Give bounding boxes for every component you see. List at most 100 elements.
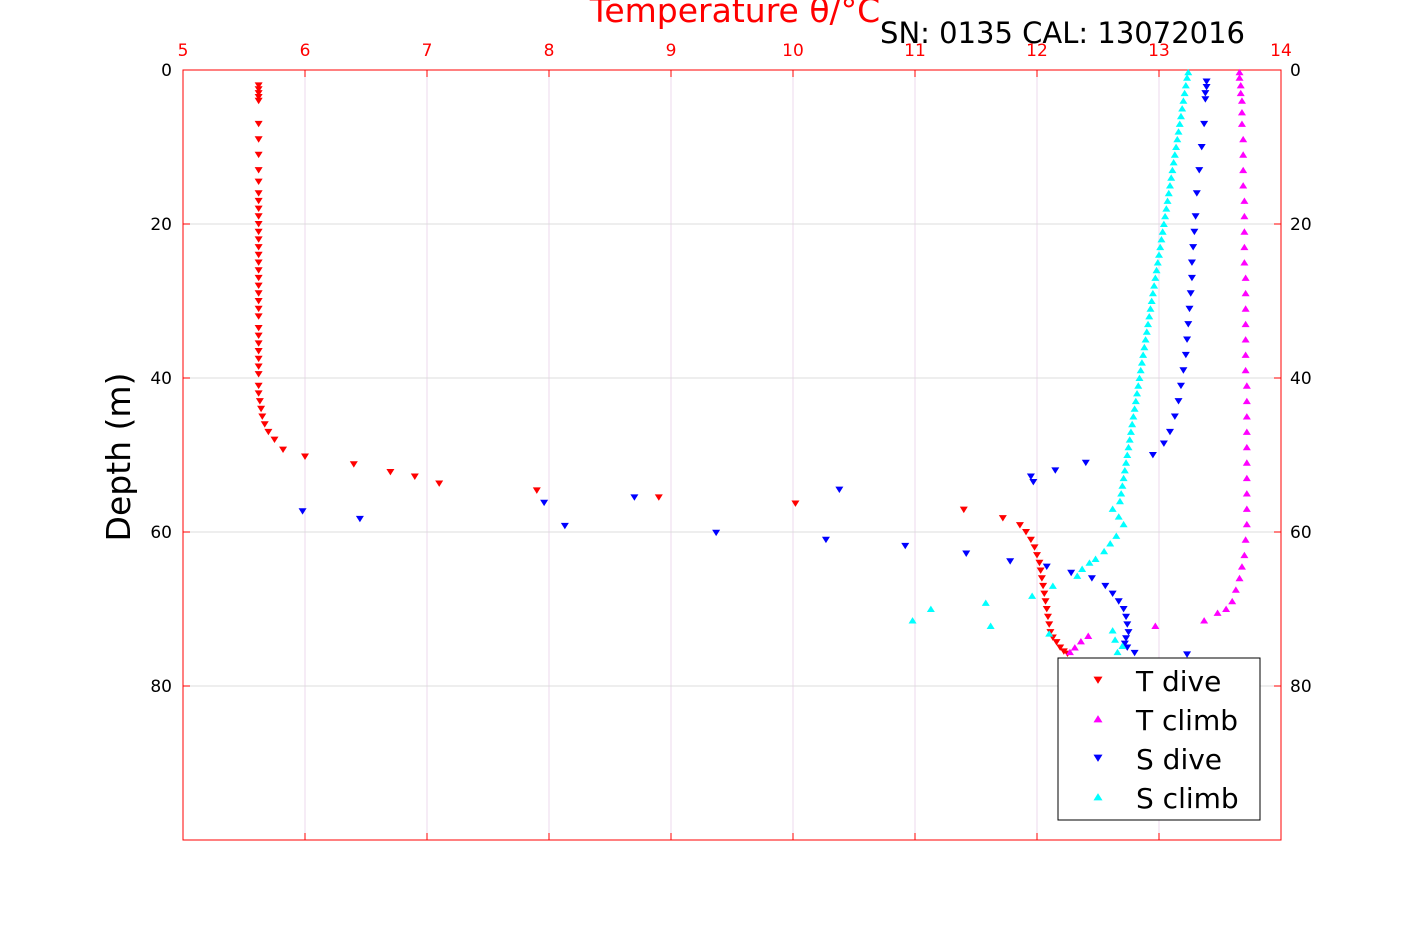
data-point: [1126, 428, 1135, 435]
data-point: [254, 82, 263, 89]
data-point: [1006, 558, 1015, 565]
data-point: [1242, 397, 1251, 405]
y-tick-label-left: 80: [150, 677, 172, 697]
data-point: [1120, 640, 1129, 648]
data-point: [254, 190, 263, 197]
data-point: [1235, 68, 1244, 76]
data-point: [1201, 96, 1210, 103]
data-point: [254, 167, 263, 174]
data-point: [962, 550, 971, 557]
data-point: [1115, 497, 1124, 505]
data-point: [1239, 166, 1248, 174]
data-point: [1119, 474, 1128, 482]
series-t-climb: [1065, 68, 1251, 656]
data-point: [1026, 473, 1035, 480]
data-point: [1240, 551, 1249, 559]
data-point: [1147, 297, 1156, 304]
data-point: [1181, 82, 1190, 89]
y-tick-label-right: 60: [1290, 523, 1312, 543]
data-point: [560, 522, 569, 530]
data-point: [1150, 282, 1159, 289]
data-point: [1189, 244, 1198, 251]
data-point: [254, 355, 263, 363]
data-point: [1242, 474, 1251, 482]
data-point: [1118, 642, 1127, 649]
data-point: [1240, 212, 1249, 220]
data-point: [1065, 648, 1074, 656]
data-point: [1030, 544, 1039, 551]
legend: T dive T climb S dive S climb: [1057, 657, 1261, 821]
data-point: [1163, 197, 1172, 204]
data-point: [1113, 648, 1122, 656]
data-point: [1155, 251, 1163, 258]
data-point: [1108, 505, 1117, 512]
data-point: [1051, 467, 1060, 474]
y-tick-labels-left: 0 20 40 60 80: [150, 61, 172, 697]
data-point: [1136, 366, 1145, 374]
data-point: [1091, 555, 1100, 562]
data-point: [1070, 644, 1079, 651]
data-point: [435, 480, 444, 487]
data-point: [410, 473, 419, 480]
data-point: [901, 542, 910, 550]
data-point: [1140, 343, 1149, 351]
x-tick-label: 10: [782, 41, 804, 61]
data-point: [1167, 174, 1176, 181]
data-point: [254, 298, 263, 305]
data-point: [1183, 74, 1192, 81]
legend-label-s-dive: S dive: [1136, 743, 1222, 776]
data-point: [1242, 413, 1251, 420]
data-point: [1076, 637, 1085, 645]
data-point: [1179, 367, 1188, 374]
data-point: [1195, 167, 1204, 174]
data-point: [630, 494, 639, 501]
y-tick-labels-right: 0 20 40 60 80: [1290, 61, 1312, 697]
data-point: [1242, 490, 1251, 497]
data-point: [1178, 105, 1187, 112]
data-point: [1240, 228, 1249, 235]
data-point: [1180, 89, 1189, 97]
data-point: [1133, 390, 1142, 397]
legend-label-t-dive: T dive: [1135, 665, 1221, 698]
data-point: [1202, 78, 1211, 85]
legend-box: [1057, 657, 1261, 821]
data-point: [254, 120, 263, 128]
legend-marker-s-dive: [1093, 754, 1103, 762]
data-point: [1039, 582, 1048, 590]
data-point: [1170, 151, 1179, 158]
data-point: [254, 97, 263, 105]
data-point: [1106, 540, 1115, 547]
data-point: [1129, 413, 1138, 420]
data-point: [1197, 144, 1206, 151]
data-point: [264, 428, 273, 436]
data-point: [254, 313, 263, 320]
data-point: [540, 499, 549, 507]
y-tick-label-left: 40: [150, 369, 172, 389]
data-point: [254, 213, 263, 220]
data-point: [1141, 336, 1150, 343]
data-point: [1165, 182, 1174, 189]
data-point: [254, 324, 263, 332]
data-point: [254, 86, 263, 93]
data-point: [254, 251, 263, 259]
y-tick-label-right: 20: [1290, 215, 1312, 235]
data-point: [1123, 621, 1132, 628]
data-point: [254, 390, 263, 397]
data-point: [1170, 413, 1179, 420]
data-point: [1162, 205, 1171, 212]
data-point: [1117, 490, 1126, 497]
x-tick-label: 9: [666, 41, 677, 61]
data-point: [1241, 305, 1250, 312]
data-point: [254, 267, 263, 274]
data-point: [1142, 328, 1151, 335]
data-point: [254, 236, 263, 243]
legend-label-s-climb: S climb: [1136, 782, 1239, 815]
legend-marker-s-climb: [1093, 793, 1103, 801]
data-point: [1134, 382, 1143, 389]
data-point: [1137, 359, 1146, 366]
data-point: [1169, 159, 1178, 166]
data-point: [1201, 90, 1210, 97]
data-point: [1135, 374, 1144, 381]
data-point: [1059, 648, 1068, 655]
data-point: [1242, 428, 1251, 435]
